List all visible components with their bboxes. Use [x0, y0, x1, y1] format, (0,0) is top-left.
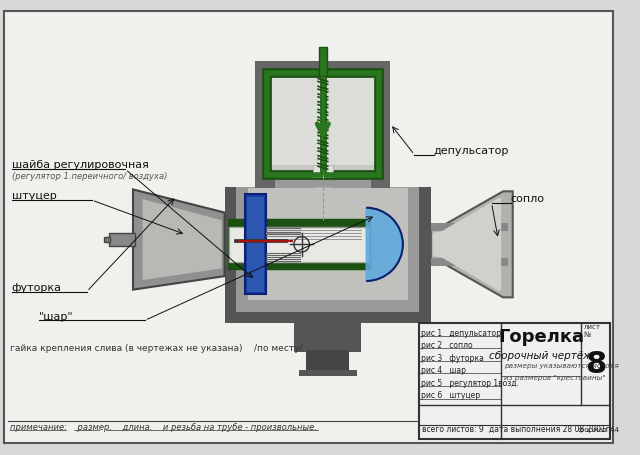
Bar — [364, 187, 390, 195]
Text: (регулятор 1.переичного/ воздуха): (регулятор 1.переичного/ воздуха) — [12, 172, 167, 181]
Bar — [244, 195, 266, 295]
Bar — [419, 324, 610, 439]
Text: формат A4: формат A4 — [579, 426, 620, 432]
Bar — [371, 166, 390, 189]
Text: штуцер: штуцер — [12, 191, 56, 201]
Text: размеры указываются исходя: размеры указываются исходя — [504, 362, 619, 368]
Bar — [267, 74, 379, 176]
Bar — [236, 177, 419, 312]
Bar — [390, 166, 431, 187]
Text: сопло: сопло — [511, 193, 545, 203]
Bar — [248, 189, 408, 301]
Bar — [229, 228, 369, 262]
Polygon shape — [431, 192, 513, 298]
Bar — [307, 351, 349, 372]
Bar — [319, 48, 326, 76]
Bar — [255, 166, 275, 189]
Polygon shape — [133, 190, 225, 290]
Text: примечание:    размер.    длина.    и резьба на трубе - произвольные.: примечание: размер. длина. и резьба на т… — [10, 422, 317, 431]
Bar — [267, 74, 379, 176]
Text: рис 5   регулятор 1возд.: рис 5 регулятор 1возд. — [421, 378, 519, 387]
Text: Горелка: Горелка — [498, 327, 584, 345]
Bar — [255, 187, 282, 195]
Bar — [265, 72, 381, 177]
Bar — [320, 76, 326, 173]
Bar — [104, 237, 110, 243]
Bar — [229, 221, 369, 269]
Bar — [225, 166, 255, 187]
Bar — [234, 239, 287, 243]
Bar — [314, 187, 332, 202]
Bar — [225, 166, 431, 177]
Bar — [255, 62, 390, 187]
Bar — [109, 233, 135, 247]
Text: депульсатор: депульсатор — [434, 146, 509, 156]
Text: из размеров "крестовины": из размеров "крестовины" — [504, 374, 606, 380]
Text: 8: 8 — [585, 349, 606, 378]
Text: рис 3   футорка: рис 3 футорка — [421, 353, 484, 362]
Polygon shape — [433, 199, 501, 291]
Text: рис 2   сопло: рис 2 сопло — [421, 340, 473, 349]
Text: гайка крепления слива (в чертежах не указана)    /по месту/: гайка крепления слива (в чертежах не ука… — [10, 344, 302, 353]
Polygon shape — [366, 208, 403, 281]
Text: дата выполнения 28 08 2001г: дата выполнения 28 08 2001г — [488, 425, 609, 433]
Bar — [431, 224, 508, 231]
Bar — [313, 166, 333, 177]
Text: №: № — [584, 331, 591, 337]
Bar — [299, 370, 356, 377]
Text: всего листов: 9: всего листов: 9 — [422, 425, 484, 433]
Text: рис 1   депульсатор: рис 1 депульсатор — [421, 328, 501, 337]
Text: рис 6   штуцер: рис 6 штуцер — [421, 390, 480, 399]
Text: футорка: футорка — [12, 282, 61, 292]
Polygon shape — [143, 200, 221, 280]
Bar — [265, 166, 381, 177]
Bar — [431, 258, 508, 266]
Text: шайба регулировочная: шайба регулировочная — [12, 160, 148, 170]
Bar — [294, 324, 362, 353]
Text: сборочный чертёж: сборочный чертёж — [490, 350, 593, 360]
Bar — [225, 166, 431, 324]
Text: рис 4   шар: рис 4 шар — [421, 365, 466, 374]
Text: "шар": "шар" — [38, 311, 73, 321]
Bar — [247, 197, 264, 292]
Text: лист: лист — [584, 324, 601, 329]
